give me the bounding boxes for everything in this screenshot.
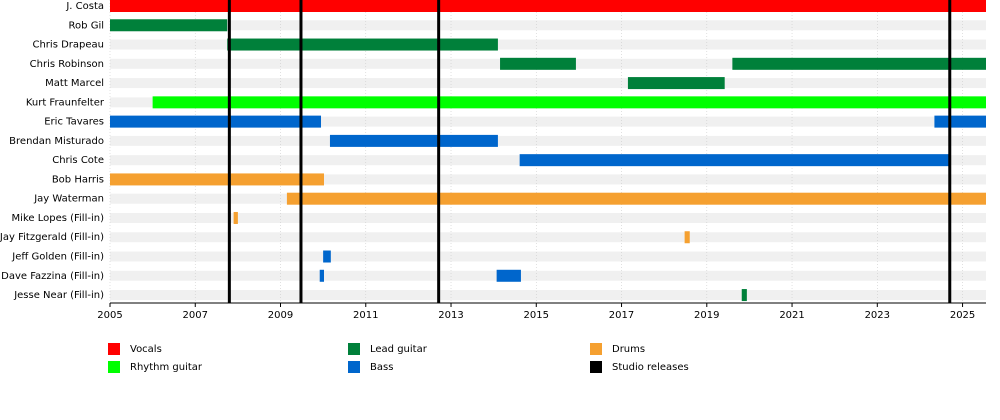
y-tick-label: Jeff Golden (Fill-in) [11,252,104,263]
member-bar [227,38,498,51]
y-tick-label: Eric Tavares [44,117,104,128]
legend-label: Studio releases [612,362,689,373]
y-tick-label: Jay Fitzgerald (Fill-in) [0,232,104,243]
legend-label: Lead guitar [370,344,428,355]
y-tick-label: Chris Robinson [30,59,104,70]
member-bar [684,231,690,244]
y-tick-label: Jesse Near (Fill-in) [13,290,104,301]
x-tick-label: 2011 [353,310,378,321]
member-bar [741,289,747,302]
member-bar [319,269,324,282]
legend-label: Vocals [130,344,162,355]
y-tick-label: Mike Lopes (Fill-in) [12,213,105,224]
row-band [110,212,986,223]
x-tick-label: 2021 [779,310,804,321]
y-tick-label: Jay Waterman [33,194,104,205]
row-band [110,116,986,127]
y-tick-label: Bob Harris [52,174,104,185]
legend-swatch [348,343,360,355]
legend-label: Drums [612,344,645,355]
x-tick-label: 2005 [97,310,122,321]
member-bar [329,134,498,147]
legend-swatch [590,343,602,355]
legend-swatch [590,361,602,373]
x-tick-label: 2025 [950,310,975,321]
y-tick-label: Kurt Fraunfelter [26,97,105,108]
x-tick-label: 2009 [268,310,293,321]
member-bar [110,115,322,128]
member-bar [152,96,986,109]
x-tick-label: 2007 [183,310,208,321]
x-tick-label: 2023 [865,310,890,321]
member-bar [110,0,986,12]
y-tick-label: Chris Cote [52,155,104,166]
row-band [110,174,986,185]
member-bar [500,57,576,70]
y-tick-label: Dave Fazzina (Fill-in) [1,271,104,282]
x-tick-label: 2015 [524,310,549,321]
row-band [110,251,986,262]
row-band [110,78,986,89]
y-tick-label: Rob Gil [69,20,104,31]
row-band [110,39,986,50]
legend-label: Rhythm guitar [130,362,203,373]
member-bar [286,192,986,205]
row-band [110,290,986,301]
x-tick-label: 2017 [609,310,634,321]
row-band [110,270,986,281]
y-tick-label: Chris Drapeau [32,40,104,51]
member-bar [732,57,986,70]
legend-swatch [108,361,120,373]
legend-swatch [108,343,120,355]
row-band [110,20,986,31]
legend-label: Bass [370,362,393,373]
member-bar [110,173,324,186]
member-bar [110,19,228,32]
member-bar [934,115,986,128]
x-tick-label: 2013 [438,310,463,321]
member-bar [323,250,331,263]
member-bar [233,211,238,224]
y-tick-label: Matt Marcel [45,78,104,89]
member-bar [496,269,521,282]
member-bar [627,77,725,90]
x-tick-label: 2019 [694,310,719,321]
y-tick-label: J. Costa [65,1,104,12]
y-tick-label: Brendan Misturado [9,136,104,147]
member-bar [519,154,950,167]
row-band [110,135,986,146]
row-band [110,232,986,243]
legend-swatch [348,361,360,373]
